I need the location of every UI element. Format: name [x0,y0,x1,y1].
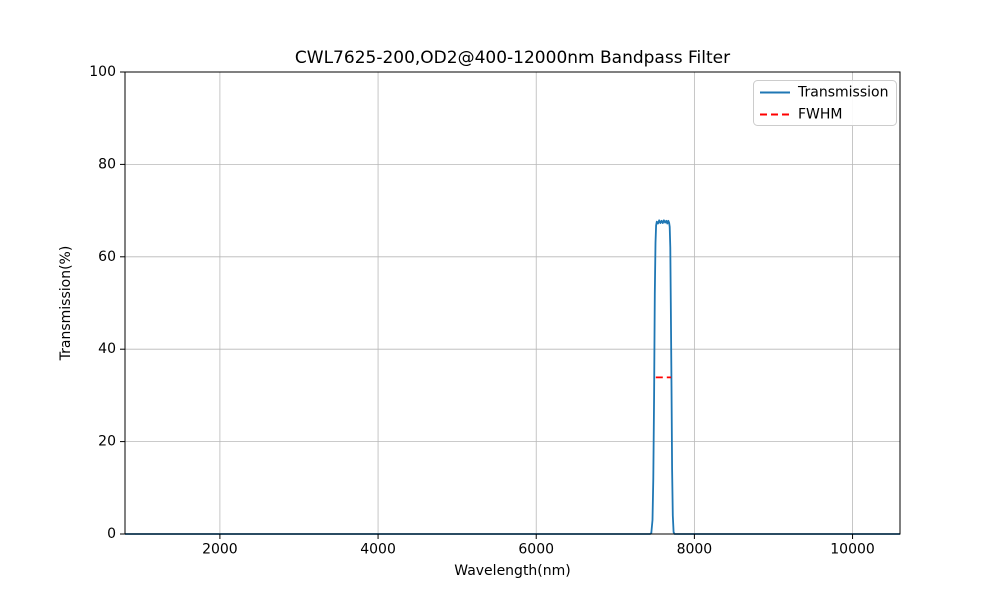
y-axis-label: Transmission(%) [58,246,74,362]
legend-label-transmission: Transmission [797,85,888,101]
legend: Transmission FWHM [753,80,897,126]
x-axis-label: Wavelength(nm) [454,563,570,579]
x-tick-label: 10000 [830,542,875,558]
y-tick-label: 0 [107,526,116,542]
y-axis-ticks: 0 20 40 60 80 100 [89,64,125,542]
x-tick-label: 8000 [677,542,713,558]
x-tick-label: 4000 [360,542,396,558]
y-tick-label: 20 [98,434,116,450]
x-tick-label: 2000 [202,542,238,558]
legend-label-fwhm: FWHM [798,107,843,123]
x-axis-ticks: 2000 4000 6000 8000 10000 [202,534,875,558]
y-tick-label: 100 [89,64,116,80]
y-tick-label: 40 [98,341,116,357]
plot-border [124,71,901,535]
chart-title: CWL7625-200,OD2@400-12000nm Bandpass Fil… [295,48,730,68]
gridlines [125,71,900,535]
y-tick-label: 80 [98,156,116,172]
y-tick-label: 60 [98,249,116,265]
series-lines [125,219,900,535]
series-line-transmission [125,219,900,535]
x-tick-label: 6000 [518,542,554,558]
